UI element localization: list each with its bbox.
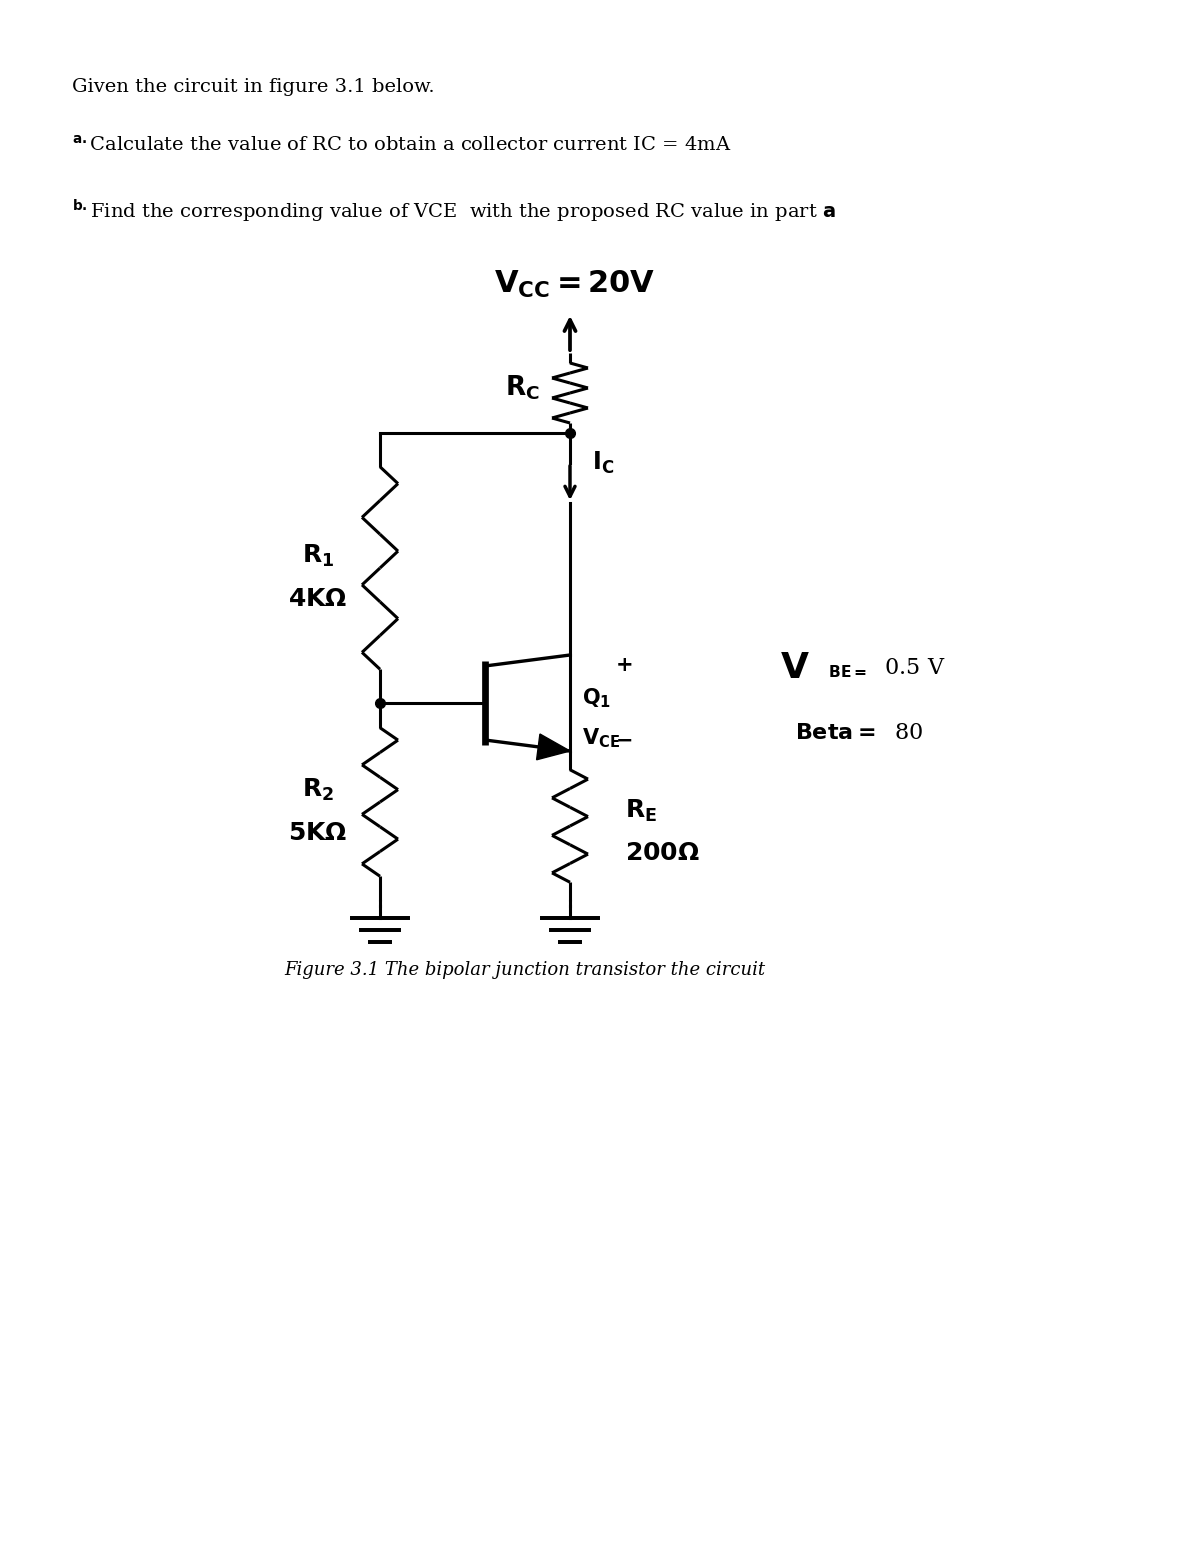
- Text: $\mathbf{V}$: $\mathbf{V}$: [780, 651, 810, 685]
- Text: $\mathbf{R_E}$: $\mathbf{R_E}$: [625, 798, 658, 825]
- Text: −: −: [617, 731, 634, 752]
- Text: $\mathbf{_{BE=}}$  0.5 V: $\mathbf{_{BE=}}$ 0.5 V: [828, 657, 946, 680]
- Text: $\mathbf{4K\Omega}$: $\mathbf{4K\Omega}$: [288, 589, 348, 612]
- Text: Figure 3.1 The bipolar junction transistor the circuit: Figure 3.1 The bipolar junction transist…: [284, 961, 766, 978]
- Text: $^{\mathbf{a.}}$Calculate the value of RC to obtain a collector current IC = 4mA: $^{\mathbf{a.}}$Calculate the value of R…: [72, 135, 732, 155]
- Text: $\mathbf{5K\Omega}$: $\mathbf{5K\Omega}$: [288, 823, 348, 845]
- Polygon shape: [536, 735, 570, 759]
- Text: +: +: [616, 655, 634, 676]
- Text: $\mathbf{I_C}$: $\mathbf{I_C}$: [592, 450, 614, 477]
- Text: $^{\mathbf{b.}}$Find the corresponding value of VCE  with the proposed RC value : $^{\mathbf{b.}}$Find the corresponding v…: [72, 197, 835, 225]
- Text: $\mathbf{Beta=}$  80: $\mathbf{Beta=}$ 80: [796, 722, 923, 744]
- Text: $\mathbf{R_1}$: $\mathbf{R_1}$: [302, 544, 334, 568]
- Text: $\mathbf{Q_1}$: $\mathbf{Q_1}$: [582, 686, 611, 710]
- Text: Given the circuit in figure 3.1 below.: Given the circuit in figure 3.1 below.: [72, 78, 434, 96]
- Text: $\mathbf{200\Omega}$: $\mathbf{200\Omega}$: [625, 842, 700, 865]
- Text: $\mathbf{V_{CC}}$$\mathbf{ = 20V}$: $\mathbf{V_{CC}}$$\mathbf{ = 20V}$: [494, 269, 655, 300]
- Text: $\mathbf{V_{CE}}$: $\mathbf{V_{CE}}$: [582, 727, 620, 750]
- Text: $\mathbf{R_C}$: $\mathbf{R_C}$: [504, 374, 540, 402]
- Text: $\mathbf{R_2}$: $\mathbf{R_2}$: [302, 776, 334, 803]
